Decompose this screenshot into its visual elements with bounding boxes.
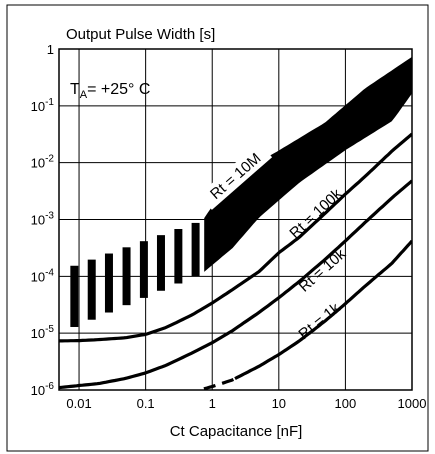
y-tick-label-6: 10-6 (31, 381, 55, 398)
hatch-bar-7 (191, 222, 200, 277)
y-tick-label-1: 10-1 (31, 97, 55, 114)
x-tick-label-4: 100 (335, 396, 357, 411)
x-tick-label-3: 10 (272, 396, 286, 411)
y-tick-label-2: 10-2 (31, 154, 55, 171)
plot-area-border (58, 48, 413, 391)
x-tick-label-5: 1000 (398, 396, 427, 411)
condition-label: TA= +25° C (70, 81, 150, 101)
hatch-bar-5 (156, 235, 165, 291)
hatch-bar-3 (122, 247, 131, 306)
y-tick-label-5: 10-5 (31, 324, 55, 341)
rt-1k-line (234, 239, 412, 381)
rt-10m-label-bg (198, 142, 273, 210)
x-tick-label-1: 0.1 (137, 396, 155, 411)
hatch-bar-6 (174, 229, 183, 284)
tick-labels: 0.01 0.1 1 10 100 1000 1 10-1 10-2 10-3 10-4 10-5 10… (31, 42, 427, 411)
y-tick-label-3: 10-3 (31, 211, 55, 228)
hatch-bar-2 (104, 253, 113, 313)
x-axis-title: Ct Capacitance [nF] (170, 423, 303, 440)
hatch-bar-1 (87, 259, 96, 320)
x-tick-label-2: 1 (209, 396, 216, 411)
rt-10k-line (59, 179, 412, 390)
rt-100k-line (59, 132, 412, 343)
rt-1k-dashed-line (203, 377, 236, 390)
y-tick-label-0: 1 (47, 42, 54, 57)
y-axis-title: Output Pulse Width [s] (66, 26, 215, 43)
hatch-bar-0 (70, 265, 79, 327)
rt-10m-band (204, 56, 412, 272)
hatch-bar-4 (139, 241, 148, 298)
series-layer (59, 56, 412, 390)
y-tick-label-4: 10-4 (31, 267, 55, 284)
x-tick-label-0: 0.01 (66, 396, 91, 411)
